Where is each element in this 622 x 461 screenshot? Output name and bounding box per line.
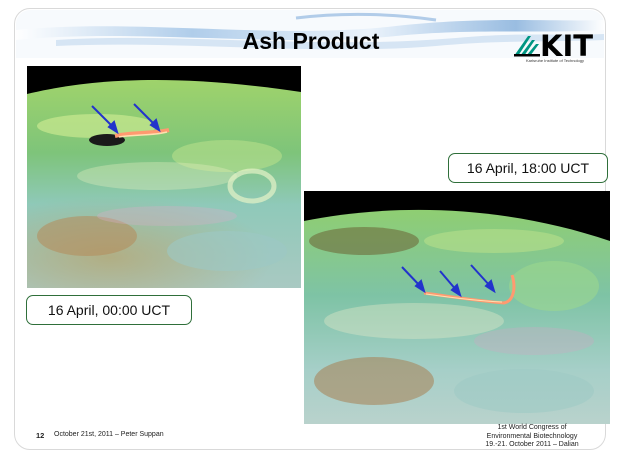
kit-logo-icon: KIT Karlsruhe Institute of Technology bbox=[512, 26, 598, 68]
footer-conference-line: 19.-21. October 2011 – Dalian bbox=[485, 441, 579, 448]
footer-conference-line: Environmental Biotechnology bbox=[486, 432, 578, 440]
arrow-icon bbox=[401, 264, 496, 298]
slide-number: 12 bbox=[36, 431, 45, 440]
footer-conference-line: 1st World Congress of bbox=[497, 424, 567, 431]
logo-text: KIT bbox=[540, 29, 593, 58]
time-label-bottom-left: 16 April, 00:00 UCT bbox=[26, 295, 192, 325]
header-swoosh bbox=[16, 10, 604, 58]
footer-conference: 1st World Congress of Environmental Biot… bbox=[452, 424, 612, 450]
satellite-image-left bbox=[27, 66, 301, 288]
logo-subtitle: Karlsruhe Institute of Technology bbox=[526, 58, 584, 63]
arrow-icon bbox=[91, 103, 161, 135]
time-label-top-right: 16 April, 18:00 UCT bbox=[448, 153, 608, 183]
slide-title: Ash Product bbox=[242, 28, 380, 54]
satellite-image-right bbox=[304, 191, 610, 424]
footer-date-author: October 21st, 2011 – Peter Suppan bbox=[54, 431, 164, 438]
